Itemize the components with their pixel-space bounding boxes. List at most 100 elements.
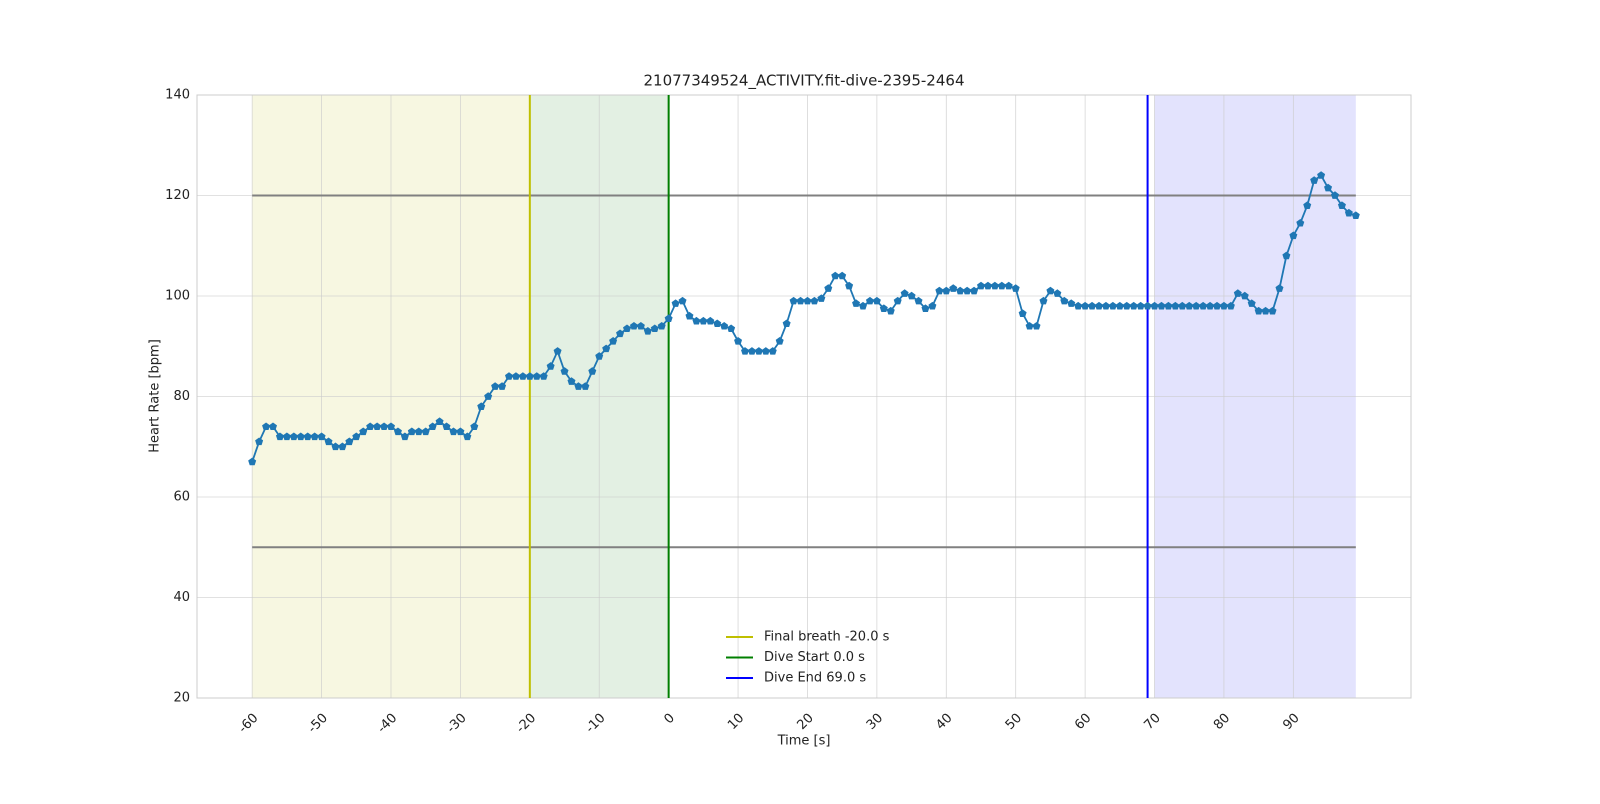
point (546, 362, 555, 370)
point (539, 372, 548, 380)
x-tick-label: 20 (794, 711, 816, 733)
point (1289, 231, 1298, 240)
point (262, 422, 271, 431)
point (629, 321, 638, 330)
point (1011, 284, 1020, 292)
x-tick-label: 60 (1072, 711, 1094, 733)
point (518, 372, 527, 380)
point (581, 382, 590, 390)
point (1192, 301, 1201, 310)
point (990, 281, 999, 290)
point (1046, 286, 1055, 295)
point (754, 347, 763, 355)
point (1185, 301, 1194, 310)
point (255, 437, 264, 446)
point (1261, 306, 1270, 315)
point (907, 291, 916, 300)
point (338, 442, 347, 451)
x-axis-label: Time [s] (777, 734, 831, 749)
point (838, 271, 847, 280)
point (1324, 183, 1333, 192)
x-tick-label: -30 (444, 711, 470, 737)
point (387, 422, 395, 431)
point (400, 432, 409, 441)
point (560, 367, 569, 375)
point (1275, 284, 1284, 292)
point (963, 286, 972, 295)
x-tick-label: 70 (1142, 711, 1164, 733)
legend-label: Dive Start 0.0 s (764, 650, 865, 665)
point (1115, 301, 1124, 310)
point (803, 296, 812, 305)
y-tick-label: 100 (165, 289, 190, 304)
point (1247, 299, 1256, 307)
point (1317, 171, 1326, 179)
point (810, 296, 819, 305)
point (942, 286, 951, 295)
point (609, 337, 618, 345)
point (845, 281, 854, 290)
x-tick-label: 50 (1003, 711, 1025, 733)
point (678, 296, 687, 305)
point (428, 422, 437, 431)
point (296, 432, 305, 441)
point (706, 316, 715, 325)
point (886, 306, 895, 315)
y-tick-label: 120 (165, 188, 190, 203)
point (491, 382, 500, 390)
y-tick-label: 140 (165, 88, 190, 103)
point (532, 372, 541, 380)
point (713, 319, 722, 328)
point (1164, 301, 1173, 310)
point (1074, 301, 1083, 310)
point (1240, 291, 1249, 300)
point (720, 321, 729, 330)
point (1025, 321, 1034, 330)
point (727, 324, 736, 333)
point (1282, 251, 1291, 260)
point (1039, 296, 1048, 305)
point (1060, 296, 1069, 305)
point (865, 296, 874, 305)
point (1344, 208, 1353, 217)
point (352, 432, 361, 441)
x-tick-label: 80 (1211, 711, 1233, 733)
point (421, 427, 430, 436)
point (657, 321, 666, 330)
point (373, 422, 382, 431)
point (1337, 201, 1346, 209)
point (269, 422, 277, 431)
point (456, 427, 465, 436)
point (477, 402, 486, 410)
point (921, 304, 930, 312)
x-tick-label: 30 (864, 711, 886, 733)
point (1213, 301, 1221, 310)
point (1032, 321, 1041, 330)
point (643, 326, 652, 335)
point (734, 337, 743, 345)
point (1226, 301, 1235, 310)
point (636, 321, 645, 330)
x-tick-label: -60 (236, 711, 262, 737)
point (1331, 191, 1339, 199)
point (442, 422, 451, 431)
point (893, 296, 902, 305)
point (761, 347, 770, 355)
point (1004, 281, 1013, 290)
point (616, 329, 625, 338)
point (859, 301, 867, 310)
x-tick-label: -20 (514, 711, 540, 737)
point (956, 286, 965, 295)
point (1206, 301, 1215, 310)
point (1303, 201, 1312, 209)
point (525, 372, 534, 380)
point (435, 417, 444, 426)
chart-title: 21077349524_ACTIVITY.fit-dive-2395-2464 (644, 72, 965, 91)
point (831, 271, 840, 280)
point (900, 289, 909, 297)
point (970, 286, 979, 295)
point (1233, 289, 1242, 297)
point (366, 422, 375, 431)
point (1067, 299, 1076, 307)
point (671, 299, 680, 307)
